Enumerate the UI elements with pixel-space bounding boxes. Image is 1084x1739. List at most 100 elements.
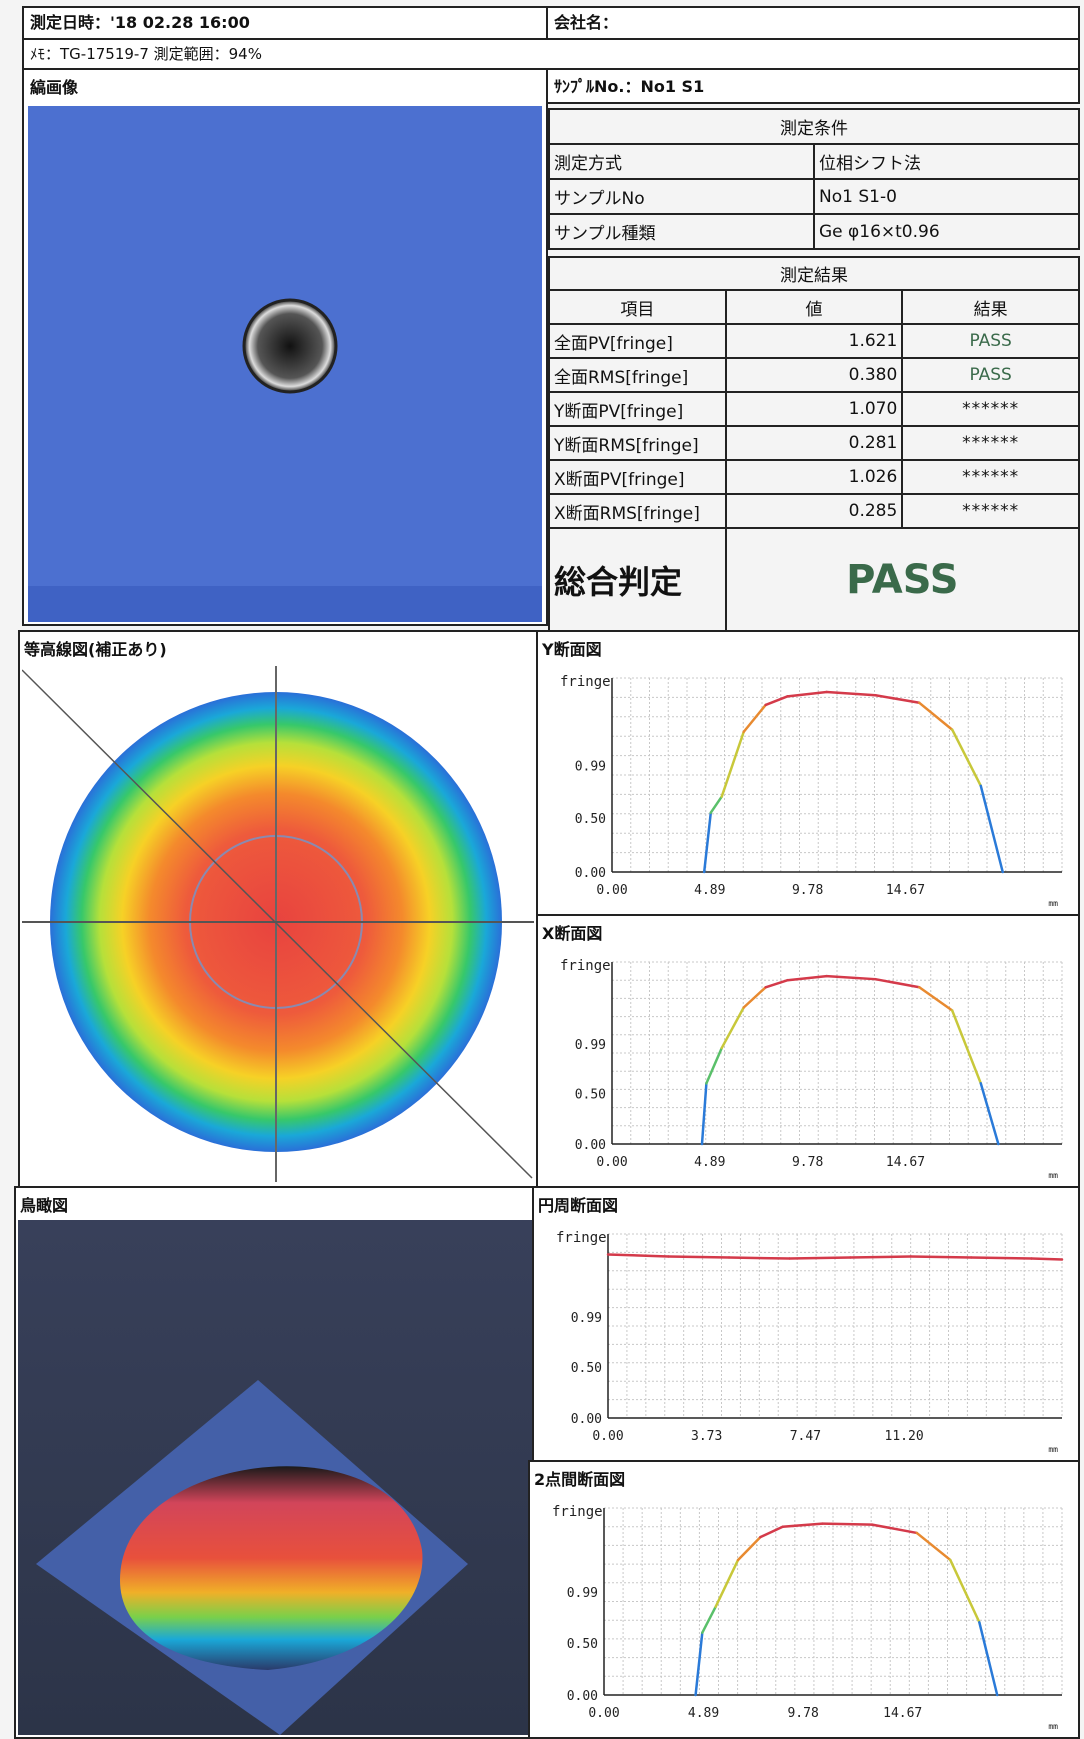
profile-segment — [702, 811, 713, 874]
x-tick-label: 14.67 — [883, 1706, 922, 1721]
chart-title: X断面図 — [542, 924, 603, 943]
birdseye-panel: 鳥瞰図 — [14, 1186, 536, 1739]
condition-label: サンプルNo — [548, 178, 815, 215]
profile-segment — [736, 1535, 762, 1562]
profile-segment — [720, 1006, 745, 1050]
y-section-panel: Y断面図 fringe 0.00 0.50 0.99 0.00 4.89 9.78 14.67… — [536, 630, 1080, 916]
y-tick-label: 0.99 — [567, 1586, 598, 1601]
profile-segment — [825, 690, 877, 697]
x-tick-label: 0.00 — [592, 1429, 623, 1444]
profile-segment — [950, 1009, 983, 1085]
profile-segment — [978, 1621, 999, 1697]
column-header-item: 項目 — [548, 289, 727, 325]
profile-segment — [870, 1523, 919, 1535]
profile-segment — [667, 1255, 731, 1259]
profile-segment — [969, 1256, 1033, 1260]
x-tick-label: 4.89 — [694, 883, 725, 898]
profile-segment — [700, 1082, 708, 1146]
contour-panel: 等高線図(補正あり) — [18, 630, 538, 1188]
row-result: PASS — [901, 357, 1080, 393]
overall-judgement-label: 総合判定 — [548, 527, 727, 632]
profile-segment — [825, 974, 877, 981]
x-unit-label: mm — [1048, 1722, 1058, 1731]
condition-value: Ge φ16×t0.96 — [813, 213, 1080, 250]
profile-segment — [915, 1531, 952, 1562]
x-tick-label: 11.20 — [885, 1429, 924, 1444]
chart-title: 2点間断面図 — [534, 1470, 626, 1489]
row-value: 0.281 — [724, 425, 904, 461]
conditions-title: 測定条件 — [548, 108, 1080, 145]
two-point-section-chart: fringe 0.00 0.50 0.99 0.00 4.89 9.78 14.67 mm — [534, 1488, 1074, 1737]
x-tick-label: 0.00 — [596, 883, 627, 898]
birdseye-title: 鳥瞰図 — [20, 1196, 69, 1215]
y-tick-label: 0.00 — [575, 1138, 606, 1153]
table-row: 全面PV[fringe] 1.621 PASS — [548, 323, 1080, 359]
x-tick-label: 9.78 — [792, 883, 823, 898]
chart-title: 円周断面図 — [538, 1196, 619, 1215]
row-value: 1.621 — [724, 323, 904, 359]
y-tick-label: 0.50 — [571, 1361, 602, 1376]
grid — [607, 1233, 1063, 1419]
profile-segment — [759, 1525, 784, 1539]
profile-segment — [848, 1255, 912, 1259]
y-tick-label: 0.99 — [571, 1311, 602, 1326]
y-tick-label: 0.99 — [575, 759, 606, 774]
memo-cell: ﾒﾓ：TG-17519-7 測定範囲：94% — [22, 38, 1080, 70]
row-result: ****** — [901, 391, 1080, 427]
profile-segment — [714, 1558, 740, 1608]
circumference-section-panel: 円周断面図 fringe 0.00 0.50 0.99 0.00 3.73 7.47 11.2… — [532, 1186, 1080, 1462]
profile-segment — [764, 978, 789, 989]
column-header-value: 値 — [724, 289, 904, 325]
condition-value: 位相シフト法 — [813, 143, 1080, 180]
row-item: Y断面PV[fringe] — [548, 391, 727, 427]
profile-segment — [979, 1082, 1000, 1146]
x-tick-label: 14.67 — [886, 883, 925, 898]
x-unit-label: mm — [1048, 1445, 1058, 1454]
profile-segment — [979, 784, 1004, 874]
profile-segment — [821, 1522, 874, 1526]
y-tick-label: 0.00 — [567, 1689, 598, 1704]
profile-segment — [727, 1256, 791, 1260]
y-tick-label: 0.50 — [575, 812, 606, 827]
x-unit-label: mm — [1048, 899, 1058, 908]
profile-segment — [742, 703, 767, 734]
table-row: X断面RMS[fringe] 0.285 ****** — [548, 493, 1080, 529]
y-section-chart: fringe 0.00 0.50 0.99 0.00 4.89 9.78 14.67 mm — [542, 658, 1074, 914]
y-axis-label: fringe — [556, 1230, 607, 1246]
row-item: 全面RMS[fringe] — [548, 357, 727, 393]
overall-judgement-value: PASS — [724, 527, 1081, 632]
company-name: 会社名： — [554, 13, 619, 32]
profile-segment — [701, 1605, 717, 1634]
row-item: X断面RMS[fringe] — [548, 493, 727, 529]
row-result: PASS — [901, 323, 1080, 359]
condition-label: サンプル種類 — [548, 213, 815, 250]
x-unit-label: mm — [1048, 1171, 1058, 1180]
memo-text: ﾒﾓ：TG-17519-7 測定範囲：94% — [30, 45, 262, 63]
row-result: ****** — [901, 425, 1080, 461]
grid — [611, 677, 1063, 873]
row-item: Y断面RMS[fringe] — [548, 425, 727, 461]
sample-no: ｻﾝﾌﾟﾙNo.：No1 S1 — [554, 77, 705, 96]
profile-segment — [950, 728, 983, 788]
row-value: 0.285 — [724, 493, 904, 529]
profile-segment — [786, 690, 828, 698]
table-row: X断面PV[fringe] 1.026 ****** — [548, 459, 1080, 495]
row-result: ****** — [901, 459, 1080, 495]
fringe-image-title: 縞画像 — [30, 78, 79, 97]
results-table: 測定結果 項目 値 結果 全面PV[fringe] 1.621 PASS 全面RMS… — [548, 256, 1081, 632]
profile-segment — [949, 1558, 981, 1624]
profile-segment — [606, 1253, 670, 1258]
condition-label: 測定方式 — [548, 143, 815, 180]
table-row: 全面RMS[fringe] 0.380 PASS — [548, 357, 1080, 393]
y-tick-label: 0.00 — [571, 1412, 602, 1427]
chart-title: Y断面図 — [542, 640, 602, 659]
profile-segment — [705, 1046, 724, 1085]
fringe-image — [28, 106, 542, 622]
sample-no-cell: ｻﾝﾌﾟﾙNo.：No1 S1 — [546, 68, 1080, 104]
profile-segment — [709, 795, 724, 814]
x-tick-label: 0.00 — [588, 1706, 619, 1721]
x-tick-label: 4.89 — [688, 1706, 719, 1721]
profile-segment — [720, 730, 745, 798]
profile-segment — [874, 693, 921, 705]
y-axis-label: fringe — [560, 958, 611, 974]
